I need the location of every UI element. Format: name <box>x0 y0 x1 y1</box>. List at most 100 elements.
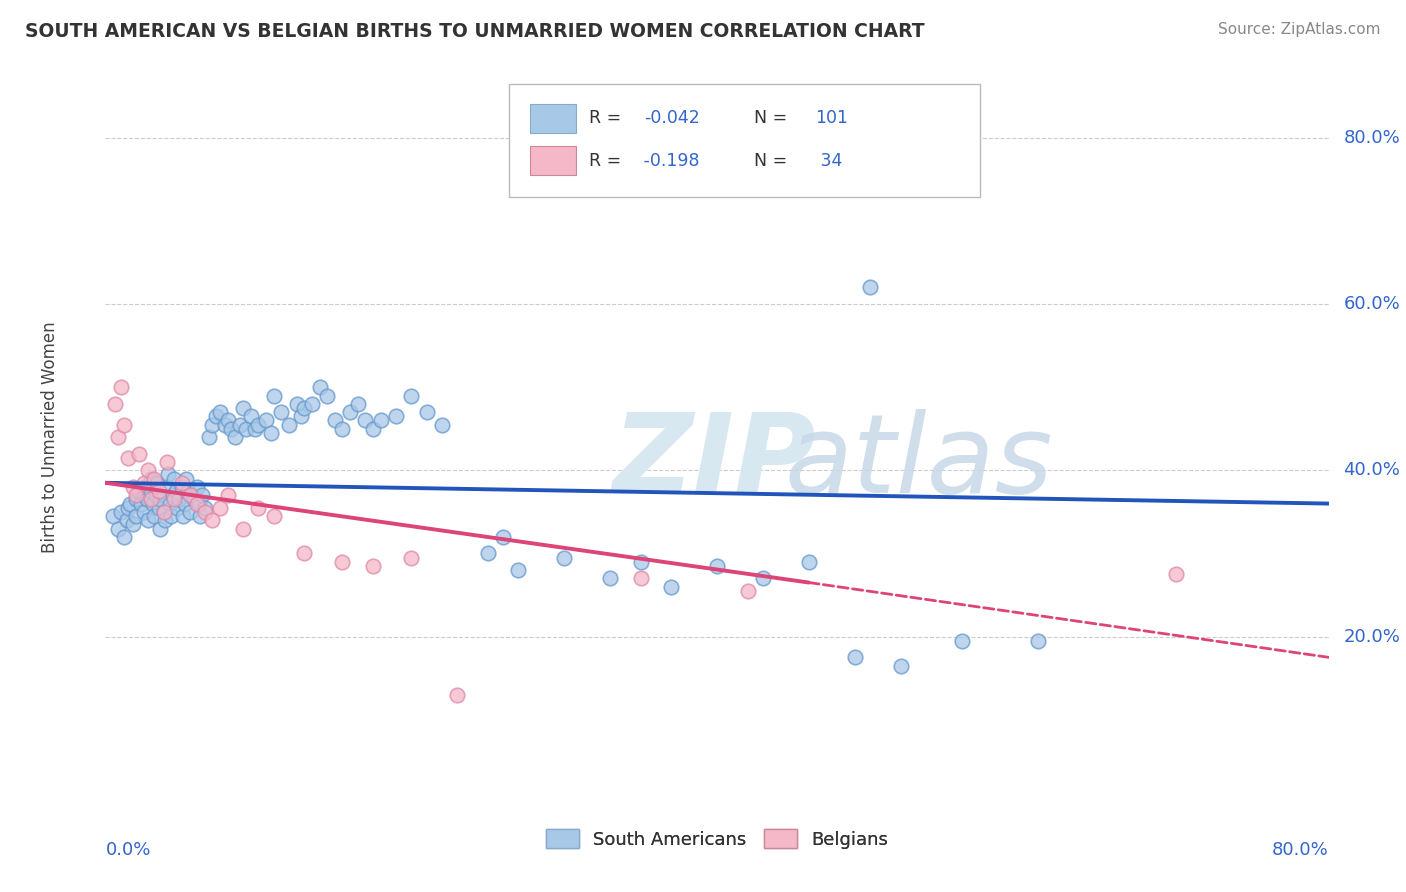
Text: Source: ZipAtlas.com: Source: ZipAtlas.com <box>1218 22 1381 37</box>
Point <box>217 488 239 502</box>
Point <box>308 380 330 394</box>
Point <box>259 425 281 440</box>
Point <box>141 484 163 499</box>
Point <box>346 397 368 411</box>
Point <box>149 521 172 535</box>
Point <box>107 521 129 535</box>
Point <box>153 513 176 527</box>
Point <box>132 488 155 502</box>
Point <box>194 500 217 515</box>
Point <box>136 513 159 527</box>
Point <box>160 509 183 524</box>
Point <box>180 488 202 502</box>
Point <box>263 509 285 524</box>
Point <box>174 497 197 511</box>
Point <box>186 480 208 494</box>
Text: 101: 101 <box>815 109 848 128</box>
Point <box>107 430 129 444</box>
Point <box>132 475 155 490</box>
Text: 40.0%: 40.0% <box>1343 461 1400 479</box>
Point <box>301 397 323 411</box>
Text: 80.0%: 80.0% <box>1272 841 1329 859</box>
Point <box>332 555 354 569</box>
Point <box>132 505 155 519</box>
Point <box>209 500 232 515</box>
Point <box>163 492 186 507</box>
Point <box>129 497 152 511</box>
Point <box>125 488 148 502</box>
FancyBboxPatch shape <box>530 103 576 133</box>
Point <box>183 492 205 507</box>
Point <box>430 417 453 432</box>
Point <box>112 530 135 544</box>
Point <box>247 500 270 515</box>
Point <box>170 480 193 494</box>
Point <box>167 492 190 507</box>
Point <box>224 430 246 444</box>
Point <box>361 422 384 436</box>
Point <box>332 422 354 436</box>
Point <box>204 409 226 424</box>
Point <box>194 505 217 519</box>
Point <box>118 497 141 511</box>
Point <box>659 580 682 594</box>
Point <box>247 417 270 432</box>
Text: 60.0%: 60.0% <box>1343 295 1400 313</box>
Point <box>446 688 468 702</box>
Point <box>292 401 315 415</box>
Point <box>254 413 277 427</box>
Legend: South Americans, Belgians: South Americans, Belgians <box>538 822 896 856</box>
Point <box>110 380 132 394</box>
Point <box>323 413 346 427</box>
Point <box>152 505 174 519</box>
Point <box>219 422 242 436</box>
Point <box>235 422 257 436</box>
Point <box>166 500 188 515</box>
Point <box>170 475 193 490</box>
Point <box>553 550 575 565</box>
Point <box>187 497 209 511</box>
Point <box>172 509 194 524</box>
Point <box>149 492 172 507</box>
Point <box>752 571 775 585</box>
Point <box>385 409 408 424</box>
Point <box>145 488 167 502</box>
Point <box>128 484 150 499</box>
Point <box>492 530 515 544</box>
Text: 0.0%: 0.0% <box>105 841 150 859</box>
Point <box>122 480 145 494</box>
Point <box>1164 567 1187 582</box>
Point <box>177 484 200 499</box>
Point <box>159 497 181 511</box>
Text: Births to Unmarried Women: Births to Unmarried Women <box>41 321 59 553</box>
Point <box>101 509 124 524</box>
Point <box>361 558 384 573</box>
Point <box>290 409 312 424</box>
Point <box>146 475 169 490</box>
Point <box>201 513 224 527</box>
Point <box>117 450 139 465</box>
Point <box>508 563 530 577</box>
Point <box>110 505 132 519</box>
Point <box>163 472 186 486</box>
Point <box>112 417 135 432</box>
Text: SOUTH AMERICAN VS BELGIAN BIRTHS TO UNMARRIED WOMEN CORRELATION CHART: SOUTH AMERICAN VS BELGIAN BIRTHS TO UNMA… <box>25 22 925 41</box>
Text: -0.198: -0.198 <box>637 152 699 169</box>
Point <box>186 497 208 511</box>
Point <box>844 650 866 665</box>
Text: atlas: atlas <box>785 409 1053 516</box>
Point <box>285 397 308 411</box>
Point <box>950 633 973 648</box>
Point <box>214 417 236 432</box>
Point <box>198 430 221 444</box>
Point <box>179 505 201 519</box>
Point <box>128 447 150 461</box>
Text: R =: R = <box>589 152 626 169</box>
Point <box>165 484 187 499</box>
Point <box>737 583 759 598</box>
Point <box>263 388 285 402</box>
Point <box>232 401 254 415</box>
Point <box>135 492 157 507</box>
Point <box>1026 633 1049 648</box>
Point <box>155 480 177 494</box>
